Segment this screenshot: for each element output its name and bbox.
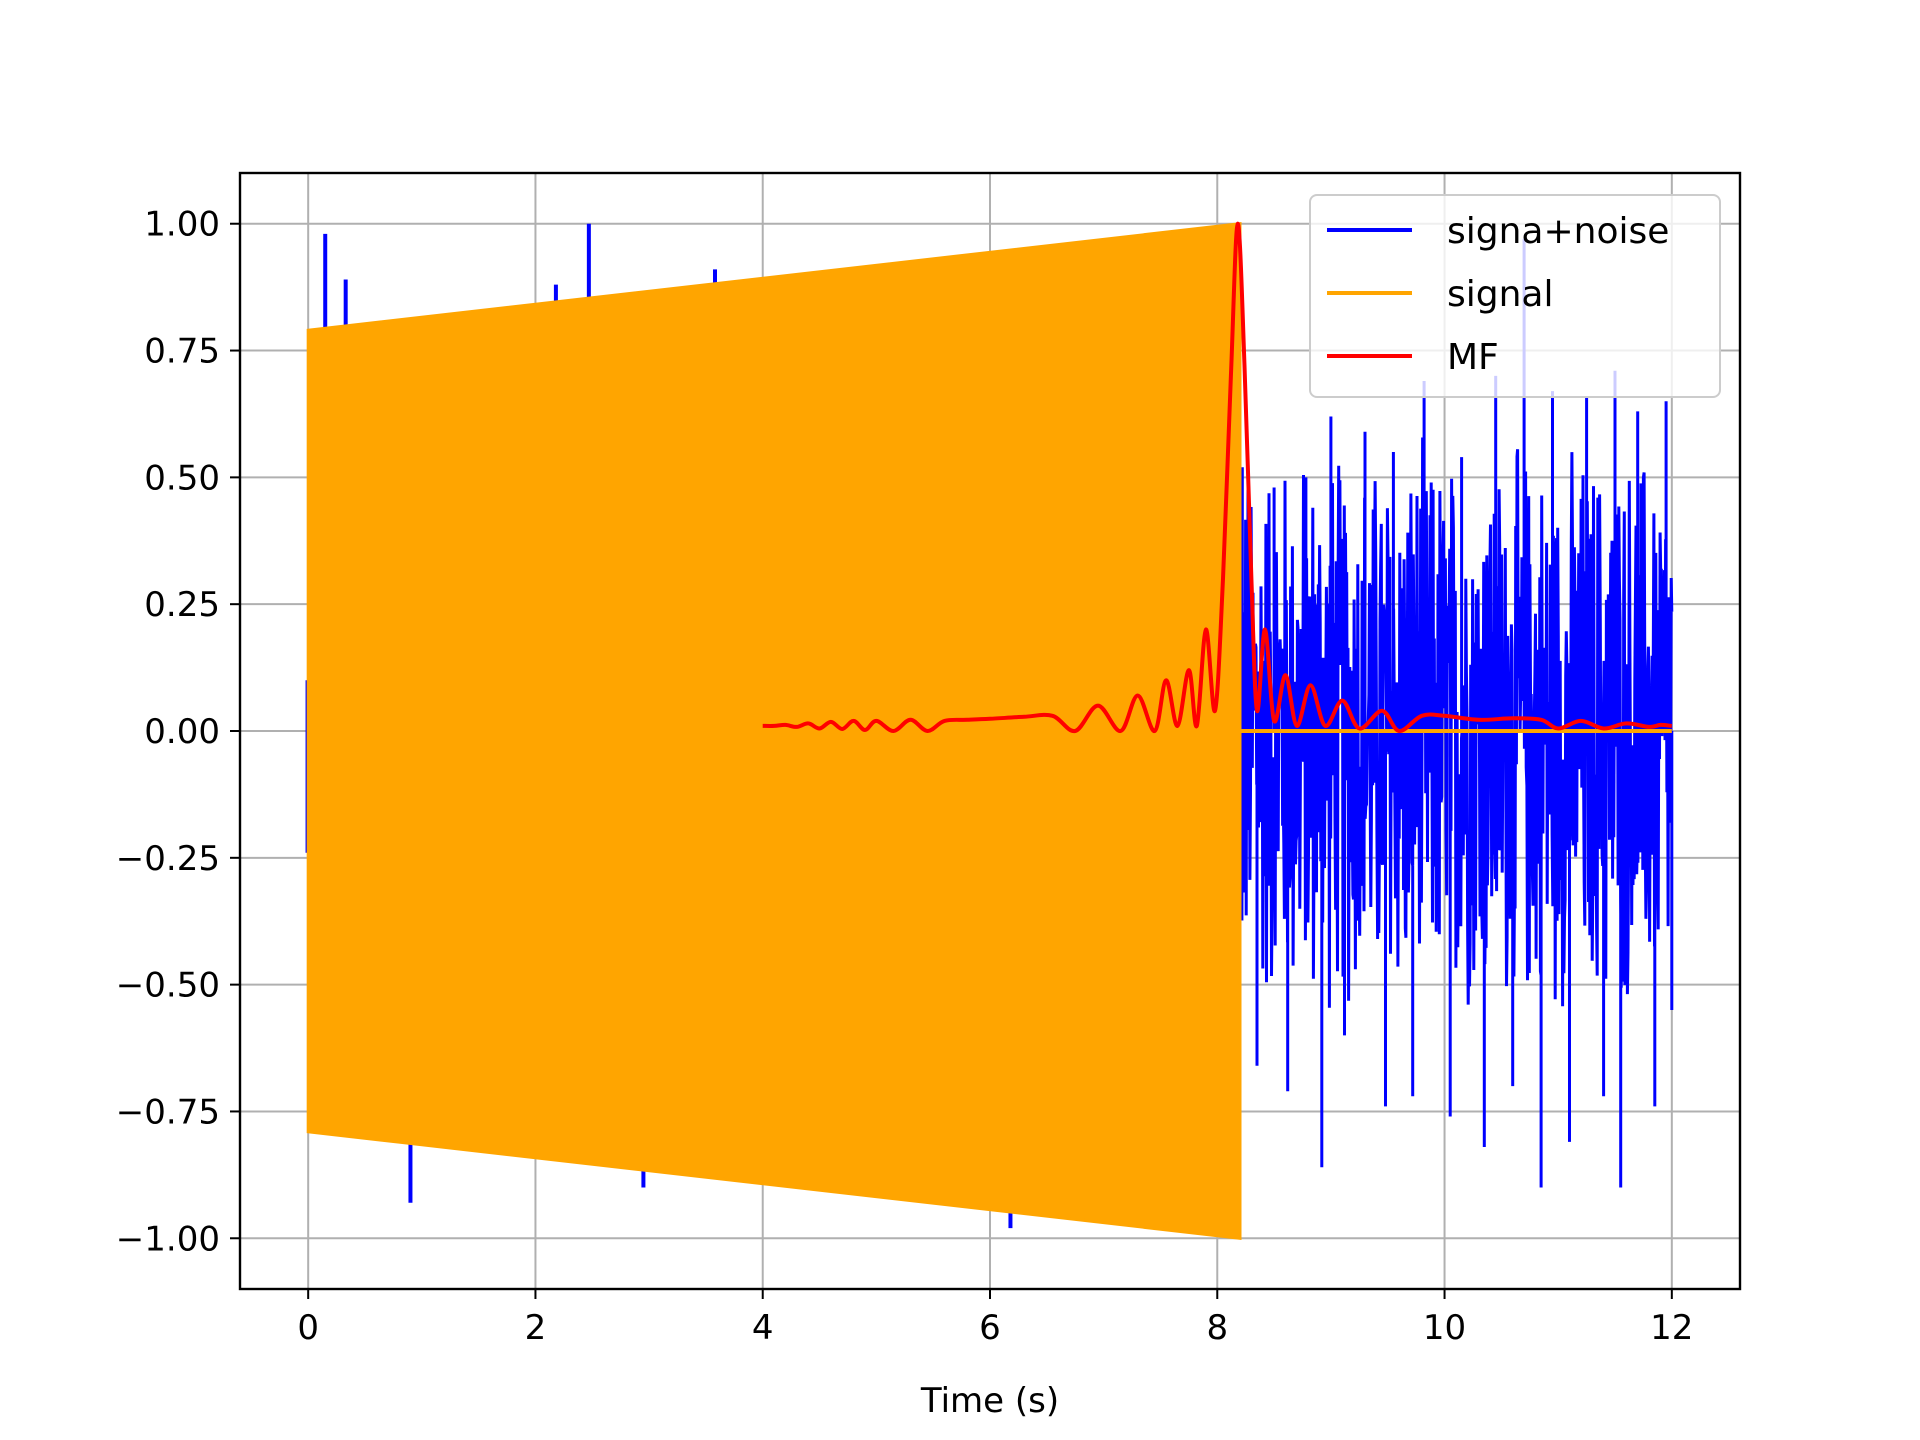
series-mf <box>762 221 1672 734</box>
x-axis: 0 2 4 6 8 10 12 <box>297 1289 1693 1348</box>
y-tick-label: 1.00 <box>144 205 220 245</box>
legend-label-signal-noise: signa+noise <box>1447 211 1669 252</box>
x-tick-label: 0 <box>297 1308 319 1348</box>
y-tick-label: 0.25 <box>144 585 220 625</box>
y-tick-label: −1.00 <box>116 1219 220 1259</box>
y-tick-label: 0.00 <box>144 712 220 752</box>
x-tick-label: 6 <box>979 1308 1001 1348</box>
x-axis-label: Time (s) <box>920 1381 1059 1421</box>
legend-box <box>1309 194 1721 398</box>
y-axis: 1.00 0.75 0.50 0.25 0.00 −0.25 −0.50 −0.75 −1.00 <box>116 205 240 1259</box>
series-area-signal <box>306 222 1242 1240</box>
legend-label-signal: signal <box>1447 274 1554 315</box>
x-tick-label: 12 <box>1650 1308 1693 1348</box>
series-line-mf <box>762 221 1672 734</box>
series-signal <box>306 222 1672 1240</box>
y-tick-label: −0.25 <box>116 839 220 879</box>
series-line-signal-noise <box>1238 238 1674 1188</box>
x-tick-label: 8 <box>1206 1308 1228 1348</box>
legend-label-mf: MF <box>1447 337 1499 378</box>
x-tick-label: 10 <box>1423 1308 1466 1348</box>
y-tick-label: −0.50 <box>116 966 220 1006</box>
x-tick-label: 2 <box>525 1308 547 1348</box>
y-tick-label: 0.75 <box>144 332 220 372</box>
y-tick-label: −0.75 <box>116 1092 220 1132</box>
y-tick-label: 0.50 <box>144 458 220 498</box>
x-tick-label: 4 <box>752 1308 774 1348</box>
legend: signa+noise signal MF <box>1309 194 1721 398</box>
